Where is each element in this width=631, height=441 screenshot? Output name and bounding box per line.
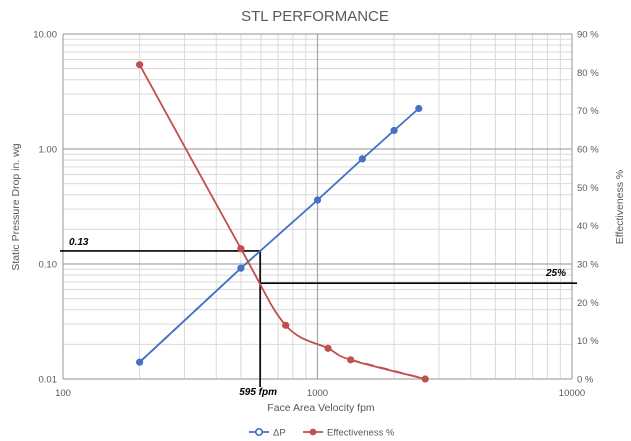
legend-marker-effectiveness bbox=[309, 428, 317, 436]
y2-tick-label: 10 % bbox=[577, 336, 599, 347]
y2-tick-label: 90 % bbox=[577, 30, 599, 41]
annotation-labels: 0.13 25% 595 fpm bbox=[69, 237, 566, 398]
y2-tick-label: 40 % bbox=[577, 221, 599, 232]
annotation-label-velocity: 595 fpm bbox=[239, 387, 277, 398]
series-line-pressure bbox=[138, 107, 420, 363]
legend-label-effectiveness: Effectiveness % bbox=[327, 428, 395, 439]
series-points bbox=[136, 61, 429, 383]
legend-label-pressure: ΔP bbox=[273, 428, 286, 439]
y2-tick-label: 50 % bbox=[577, 183, 599, 194]
y-axis-label: Static Pressure Drop in. wg bbox=[10, 143, 22, 270]
y2-tick-label: 30 % bbox=[577, 260, 599, 271]
data-point-effectiveness bbox=[282, 321, 290, 329]
series-lines bbox=[138, 64, 426, 380]
data-point-effectiveness bbox=[237, 245, 245, 253]
data-point-pressure bbox=[358, 155, 366, 163]
y2-tick-label: 0 % bbox=[577, 375, 594, 386]
data-point-pressure bbox=[136, 358, 144, 366]
x-tick-label: 100 bbox=[55, 388, 71, 399]
y-tick-label: 1.00 bbox=[39, 145, 58, 156]
data-point-effectiveness bbox=[347, 356, 355, 364]
series-line-dashed-pressure bbox=[138, 267, 242, 363]
data-point-effectiveness bbox=[421, 375, 429, 383]
annotation-lines bbox=[60, 250, 577, 387]
data-point-pressure bbox=[237, 264, 245, 272]
annotation-label-effectiveness: 25% bbox=[545, 268, 566, 279]
annotation-label-pressure: 0.13 bbox=[69, 237, 89, 248]
y2-axis-label: Effectiveness % bbox=[614, 170, 626, 245]
legend-marker-pressure bbox=[255, 427, 264, 436]
x-tick-label: 1000 bbox=[307, 388, 328, 399]
y-tick-label: 0.10 bbox=[39, 260, 58, 271]
y-tick-label: 0.01 bbox=[39, 375, 58, 386]
data-point-effectiveness bbox=[324, 344, 332, 352]
data-point-pressure bbox=[415, 104, 423, 113]
data-point-effectiveness bbox=[136, 61, 144, 69]
y-tick-label: 10.00 bbox=[33, 30, 57, 41]
legend: ΔP Effectiveness % bbox=[249, 428, 395, 439]
major-grid bbox=[62, 33, 573, 380]
series-line-dashed-effectiveness bbox=[350, 358, 426, 380]
y2-tick-label: 20 % bbox=[577, 298, 599, 309]
x-axis-label: Face Area Velocity fpm bbox=[267, 402, 375, 414]
chart-title: STL PERFORMANCE bbox=[241, 8, 389, 25]
y2-tick-label: 80 % bbox=[577, 68, 599, 79]
series-line-effectiveness bbox=[138, 64, 426, 380]
y2-tick-label: 70 % bbox=[577, 106, 599, 117]
y2-tick-label: 60 % bbox=[577, 145, 599, 156]
x-tick-label: 10000 bbox=[559, 388, 585, 399]
data-point-pressure bbox=[390, 126, 398, 135]
data-point-pressure bbox=[313, 196, 322, 204]
tick-labels: 100 1000 10000 0.01 0.10 1.00 10.00 0 % 10 % 20 %… bbox=[33, 30, 599, 400]
